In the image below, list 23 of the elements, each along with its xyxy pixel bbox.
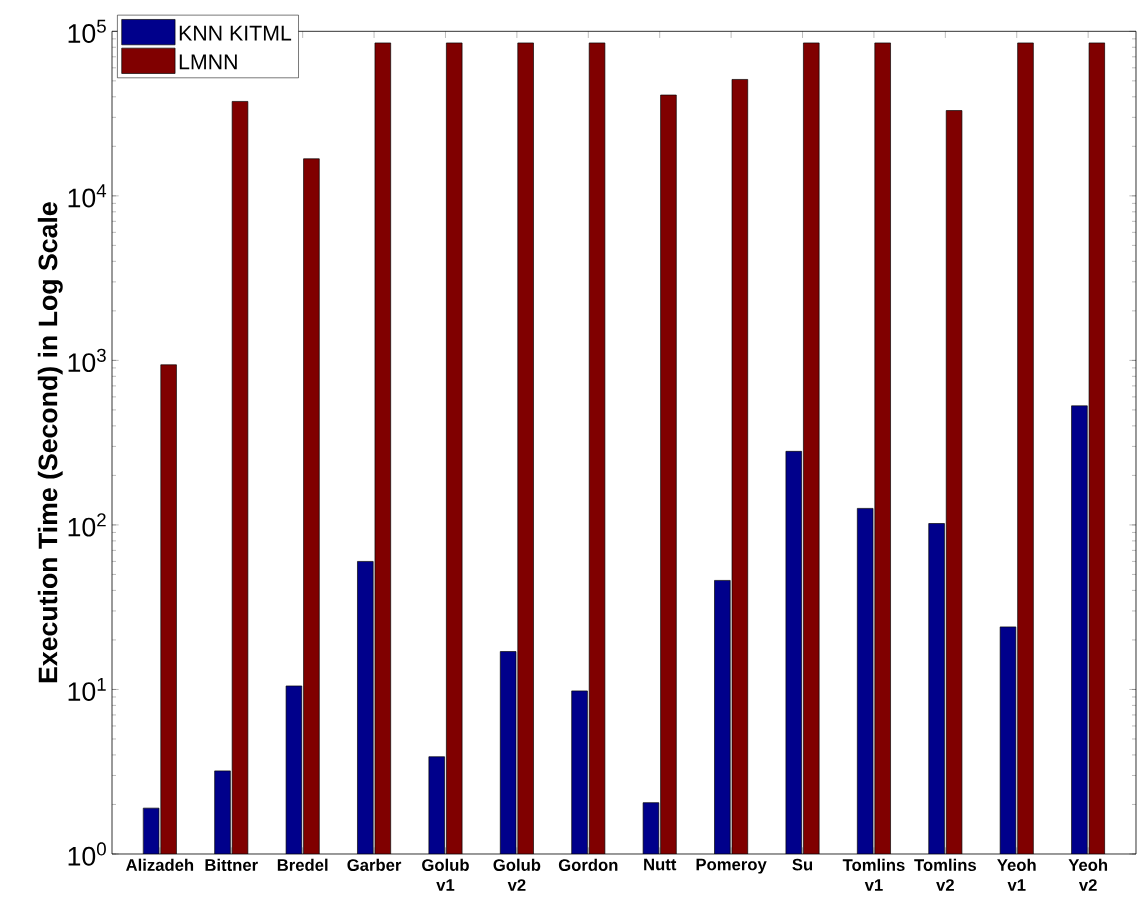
y-tick-label: 10$^{0}$ [68, 842, 106, 866]
x-tick-label: Tomlins v1 [842, 858, 905, 891]
x-tick-label: Yeoh v1 [997, 858, 1036, 891]
y-tick-label: 10$^{2}$ [68, 513, 106, 537]
x-tick-label: Nutt [644, 858, 677, 871]
y-tick-label: 10$^{5}$ [68, 19, 106, 43]
x-tick-label: Yeoh v2 [1068, 858, 1108, 891]
x-tick-label: Pomeroy [696, 858, 767, 874]
x-tick-label: Alizadeh [126, 858, 194, 871]
x-tick-label: Golub v1 [422, 858, 469, 891]
y-tick-label: 10$^{4}$ [68, 184, 107, 208]
x-tick-label: Bittner [205, 858, 258, 871]
y-axis-title: Execution Time (Second) in Log Scale [37, 202, 63, 683]
y-tick-label: 10$^{3}$ [68, 348, 106, 373]
legend-label: KNN KITML [179, 25, 292, 41]
y-tick-label: 10$^{1}$ [68, 677, 106, 702]
x-tick-label: Su [792, 858, 813, 871]
x-tick-label: Bredel [277, 858, 328, 871]
x-tick-label: Garber [347, 858, 402, 871]
legend-label: LMNN [179, 54, 237, 70]
x-tick-label: Tomlins v2 [914, 858, 977, 891]
x-tick-label: Golub v2 [493, 858, 541, 891]
x-tick-label: Gordon [558, 858, 618, 871]
